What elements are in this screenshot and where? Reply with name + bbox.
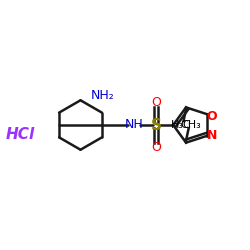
Text: NH₂: NH₂ [91, 89, 115, 102]
Text: O: O [151, 141, 161, 154]
Text: O: O [151, 96, 161, 109]
Text: CH₃: CH₃ [180, 120, 201, 130]
Text: S: S [150, 118, 162, 132]
Text: H₃C: H₃C [171, 120, 192, 130]
Text: NH: NH [124, 118, 143, 132]
Text: HCl: HCl [5, 128, 34, 142]
Text: O: O [206, 110, 216, 122]
Text: N: N [207, 129, 218, 142]
